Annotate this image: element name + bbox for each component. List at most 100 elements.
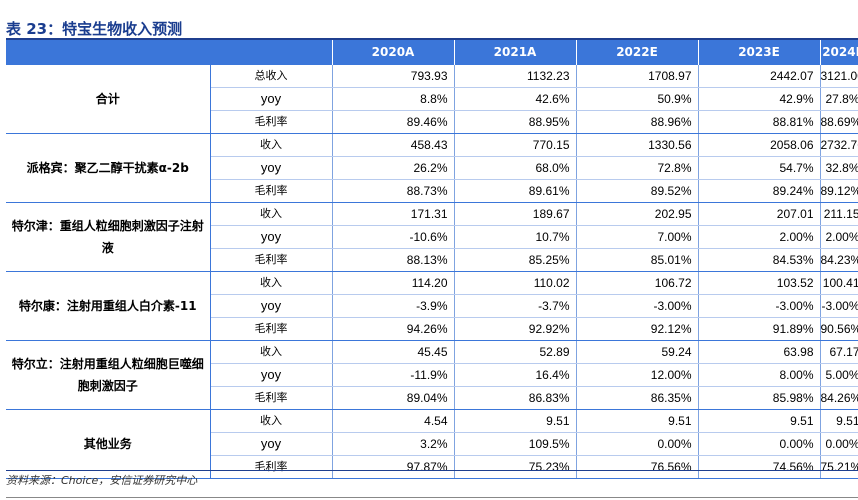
value-cell: 207.01 bbox=[698, 202, 821, 226]
value-cell: 100.41 bbox=[820, 271, 858, 295]
table-row: yoy 8.8% 42.6% 50.9% 42.9% 27.8% bbox=[6, 87, 858, 111]
value-cell: 114.20 bbox=[332, 271, 455, 295]
header-year: 2024E bbox=[820, 40, 858, 65]
value-cell: 202.95 bbox=[576, 202, 699, 226]
value-cell: 84.53% bbox=[698, 248, 821, 272]
metric-label: 收入 bbox=[210, 409, 333, 433]
value-cell: -3.00% bbox=[576, 294, 699, 318]
metric-label: 毛利率 bbox=[210, 248, 333, 272]
table-row: 毛利率 89.04% 86.83% 86.35% 85.98% 84.26% bbox=[6, 386, 858, 410]
table-row: yoy 26.2% 68.0% 72.8% 54.7% 32.8% bbox=[6, 156, 858, 180]
value-cell: 211.15 bbox=[820, 202, 858, 226]
segment-name: 特尔津：重组人粒细胞刺激因子注射液 bbox=[6, 202, 211, 272]
value-cell: 50.9% bbox=[576, 87, 699, 111]
value-cell: 2442.07 bbox=[698, 64, 821, 88]
value-cell: 9.51 bbox=[576, 409, 699, 433]
value-cell: 67.17 bbox=[820, 340, 858, 364]
value-cell: 92.12% bbox=[576, 317, 699, 341]
value-cell: 2732.76 bbox=[820, 133, 858, 157]
value-cell: -11.9% bbox=[332, 363, 455, 387]
value-cell: 94.26% bbox=[332, 317, 455, 341]
value-cell: 97.87% bbox=[332, 455, 455, 479]
value-cell: 89.61% bbox=[454, 179, 577, 203]
value-cell: 84.23% bbox=[820, 248, 858, 272]
header-row: 2020A 2021A 2022E 2023E 2024E bbox=[6, 40, 858, 65]
value-cell: 106.72 bbox=[576, 271, 699, 295]
value-cell: 12.00% bbox=[576, 363, 699, 387]
value-cell: 3121.00 bbox=[820, 64, 858, 88]
header-year: 2023E bbox=[698, 40, 821, 65]
value-cell: 72.8% bbox=[576, 156, 699, 180]
value-cell: 1330.56 bbox=[576, 133, 699, 157]
value-cell: 42.6% bbox=[454, 87, 577, 111]
value-cell: 0.00% bbox=[698, 432, 821, 456]
value-cell: 89.04% bbox=[332, 386, 455, 410]
value-cell: 86.83% bbox=[454, 386, 577, 410]
table-row: yoy 3.2% 109.5% 0.00% 0.00% 0.00% bbox=[6, 432, 858, 456]
value-cell: 171.31 bbox=[332, 202, 455, 226]
metric-label: 收入 bbox=[210, 271, 333, 295]
table-row: 毛利率 94.26% 92.92% 92.12% 91.89% 90.56% bbox=[6, 317, 858, 341]
segment-name: 特尔康：注射用重组人白介素-11 bbox=[6, 271, 211, 341]
value-cell: 76.56% bbox=[576, 455, 699, 479]
value-cell: 74.56% bbox=[698, 455, 821, 479]
value-cell: 9.51 bbox=[454, 409, 577, 433]
metric-label: 毛利率 bbox=[210, 455, 333, 479]
value-cell: 5.00% bbox=[820, 363, 858, 387]
value-cell: 89.52% bbox=[576, 179, 699, 203]
value-cell: 793.93 bbox=[332, 64, 455, 88]
metric-label: yoy bbox=[210, 87, 333, 111]
table-row: yoy -11.9% 16.4% 12.00% 8.00% 5.00% bbox=[6, 363, 858, 387]
segment-name: 合计 bbox=[6, 64, 211, 134]
value-cell: 103.52 bbox=[698, 271, 821, 295]
header-blank bbox=[6, 40, 333, 65]
metric-label: 毛利率 bbox=[210, 179, 333, 203]
segment-name: 派格宾：聚乙二醇干扰素α-2b bbox=[6, 133, 211, 203]
value-cell: 90.56% bbox=[820, 317, 858, 341]
value-cell: 9.51 bbox=[820, 409, 858, 433]
source-note: 资料来源：Choice，安信证券研究中心 bbox=[6, 474, 198, 487]
value-cell: -3.7% bbox=[454, 294, 577, 318]
value-cell: -3.9% bbox=[332, 294, 455, 318]
value-cell: 27.8% bbox=[820, 87, 858, 111]
segment-name: 其他业务 bbox=[6, 409, 211, 479]
value-cell: 3.2% bbox=[332, 432, 455, 456]
footer-rule bbox=[6, 470, 858, 471]
table-row: 毛利率 88.73% 89.61% 89.52% 89.24% 89.12% bbox=[6, 179, 858, 203]
value-cell: 2058.06 bbox=[698, 133, 821, 157]
table-row: 特尔康：注射用重组人白介素-11 收入 114.20 110.02 106.72 103.… bbox=[6, 271, 858, 341]
value-cell: 75.21% bbox=[820, 455, 858, 479]
table-row: 特尔立：注射用重组人粒细胞巨噬细胞刺激因子 收入 45.45 52.89 59.24 63… bbox=[6, 340, 858, 410]
value-cell: 0.00% bbox=[820, 432, 858, 456]
metric-label: yoy bbox=[210, 363, 333, 387]
value-cell: 4.54 bbox=[332, 409, 455, 433]
value-cell: 91.89% bbox=[698, 317, 821, 341]
value-cell: 2.00% bbox=[820, 225, 858, 249]
bottom-rule bbox=[6, 497, 858, 498]
revenue-forecast-table: 2020A 2021A 2022E 2023E 2024E 合计总收入793.9… bbox=[6, 40, 858, 479]
value-cell: 88.81% bbox=[698, 110, 821, 134]
metric-label: 收入 bbox=[210, 202, 333, 226]
value-cell: 1708.97 bbox=[576, 64, 699, 88]
value-cell: 1132.23 bbox=[454, 64, 577, 88]
value-cell: 88.95% bbox=[454, 110, 577, 134]
table-title: 表 23：特宝生物收入预测 bbox=[6, 20, 183, 38]
value-cell: 88.73% bbox=[332, 179, 455, 203]
metric-label: 毛利率 bbox=[210, 386, 333, 410]
value-cell: 0.00% bbox=[576, 432, 699, 456]
header-year: 2021A bbox=[454, 40, 577, 65]
metric-label: yoy bbox=[210, 225, 333, 249]
value-cell: 26.2% bbox=[332, 156, 455, 180]
table-row: yoy -3.9% -3.7% -3.00% -3.00% -3.00% bbox=[6, 294, 858, 318]
value-cell: -3.00% bbox=[698, 294, 821, 318]
value-cell: 84.26% bbox=[820, 386, 858, 410]
table-row: 特尔津：重组人粒细胞刺激因子注射液 收入 171.31 189.67 202.95 207… bbox=[6, 202, 858, 272]
value-cell: 68.0% bbox=[454, 156, 577, 180]
value-cell: 59.24 bbox=[576, 340, 699, 364]
table-row: 毛利率 89.46% 88.95% 88.96% 88.81% 88.69% bbox=[6, 110, 858, 134]
value-cell: 7.00% bbox=[576, 225, 699, 249]
value-cell: 45.45 bbox=[332, 340, 455, 364]
value-cell: 85.98% bbox=[698, 386, 821, 410]
value-cell: 88.13% bbox=[332, 248, 455, 272]
